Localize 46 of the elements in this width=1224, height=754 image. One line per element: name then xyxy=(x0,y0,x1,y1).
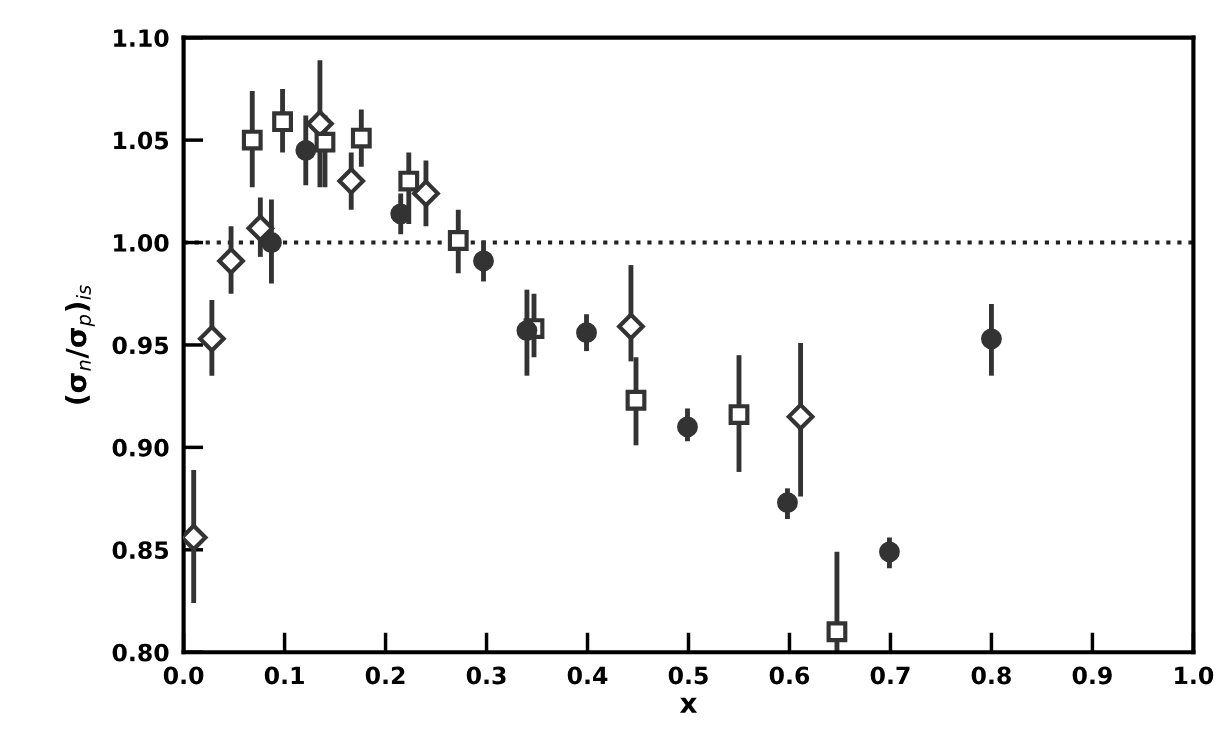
point xyxy=(241,129,263,151)
point xyxy=(314,131,336,153)
point xyxy=(617,312,645,341)
x-tick-label: 0.5 xyxy=(668,666,708,685)
point xyxy=(246,214,275,243)
y-axis-title: (σ$_{n}$/σ$_{p}$)$_{is}$ xyxy=(65,285,95,404)
point xyxy=(390,203,412,225)
x-tick-label: 1.0 xyxy=(1175,666,1214,685)
y-tick-label: 0.90 xyxy=(112,438,169,457)
point xyxy=(981,328,1002,350)
point xyxy=(677,416,698,438)
point xyxy=(576,322,597,344)
y-tick-label: 0.95 xyxy=(112,336,169,355)
x-tick-label: 0.2 xyxy=(365,666,405,685)
x-tick-label: 0.7 xyxy=(870,666,910,685)
point xyxy=(777,492,798,514)
y-tick-label: 1.10 xyxy=(114,29,169,48)
y-tick-label: 0.85 xyxy=(112,541,169,560)
point xyxy=(337,167,366,195)
point xyxy=(447,230,469,251)
point xyxy=(272,111,293,133)
point xyxy=(728,404,750,426)
x-axis-title: x xyxy=(679,697,698,713)
x-tick-label: 0.0 xyxy=(163,666,204,685)
y-tick-label: 0.80 xyxy=(112,643,169,662)
point xyxy=(786,402,815,431)
point xyxy=(473,250,494,272)
point xyxy=(261,232,282,253)
point xyxy=(198,324,226,353)
x-tick-label: 0.8 xyxy=(971,666,1011,685)
point xyxy=(625,389,647,411)
point xyxy=(826,621,848,643)
x-tick-label: 0.9 xyxy=(1072,666,1112,685)
y-tick-label: 1.05 xyxy=(114,131,169,150)
point xyxy=(217,247,245,275)
point xyxy=(398,170,420,192)
x-tick-label: 0.6 xyxy=(769,666,810,685)
point xyxy=(879,541,900,563)
y-tick-label: 1.00 xyxy=(114,233,169,252)
x-tick-label: 0.3 xyxy=(466,666,506,685)
point xyxy=(350,127,372,149)
point xyxy=(295,139,317,161)
point xyxy=(516,320,538,342)
x-tick-label: 0.1 xyxy=(264,666,304,685)
x-tick-label: 0.4 xyxy=(567,666,608,685)
point xyxy=(412,179,440,208)
